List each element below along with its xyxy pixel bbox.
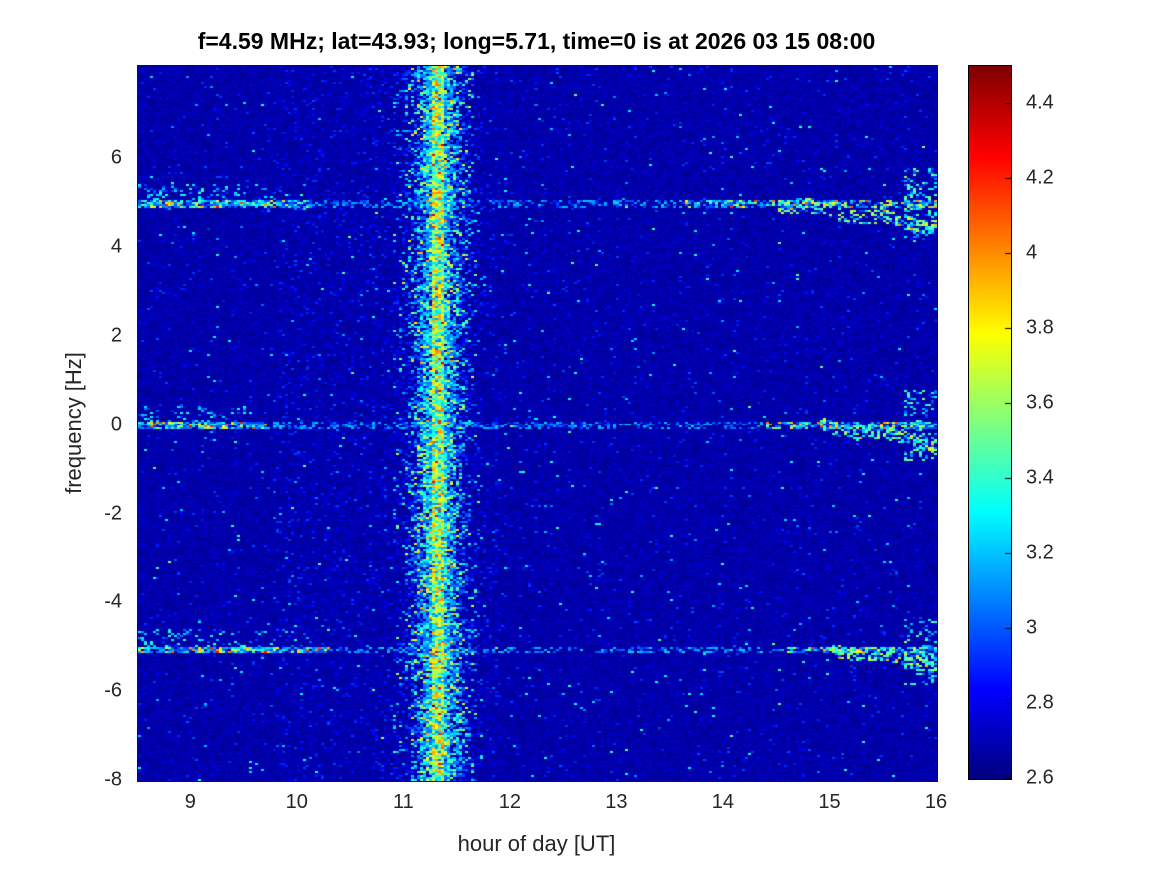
x-tick-label: 12	[498, 791, 521, 813]
x-tick-label: 15	[818, 791, 841, 813]
x-axis-label: hour of day [UT]	[457, 831, 616, 856]
y-tick-label: -4	[104, 590, 122, 613]
colorbar-tick-label: 4.2	[1026, 166, 1054, 189]
x-tick-label: 14	[711, 791, 735, 813]
colorbar-tick-label: 2.8	[1026, 691, 1054, 714]
y-tick-label: -6	[104, 679, 122, 702]
colorbar-canvas	[968, 65, 1012, 780]
colorbar-tick-label: 3.6	[1026, 391, 1054, 414]
y-tick-label: 4	[110, 235, 122, 258]
y-tick-label: -8	[104, 768, 122, 791]
y-tick-label: 0	[110, 413, 122, 436]
colorbar-tick-label: 3.8	[1026, 316, 1054, 339]
colorbar-tick-label: 4	[1026, 241, 1038, 264]
x-tick-label: 13	[605, 791, 628, 813]
colorbar-tick-label: 3.2	[1026, 541, 1054, 564]
x-tick-label: 9	[184, 791, 196, 813]
colorbar-tick-label: 3.4	[1026, 466, 1054, 489]
x-tick-label: 10	[285, 791, 308, 813]
colorbar-tick-label: 2.6	[1026, 766, 1054, 789]
y-tick-label: -2	[104, 502, 122, 525]
y-tick-label: 2	[110, 324, 122, 347]
colorbar-tick-label: 3	[1026, 616, 1038, 639]
y-tick-label: 6	[110, 146, 122, 169]
figure-title: f=4.59 MHz; lat=43.93; long=5.71, time=0…	[197, 28, 876, 54]
x-tick-label: 16	[924, 791, 948, 813]
spectrogram-canvas	[137, 65, 938, 782]
colorbar-tick-label: 4.4	[1026, 91, 1054, 114]
x-tick-label: 11	[392, 791, 414, 813]
